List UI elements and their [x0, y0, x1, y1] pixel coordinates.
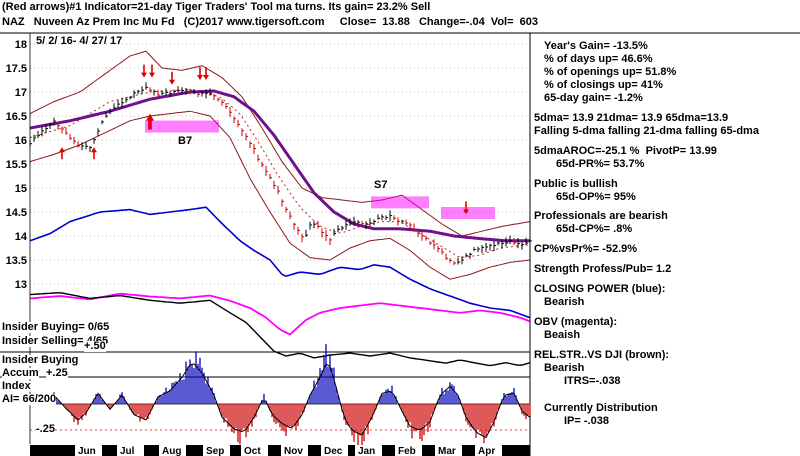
insider-buying-label: Insider Buying	[2, 354, 79, 366]
sell-arrow-icon	[463, 209, 469, 215]
svg-text:15: 15	[15, 183, 27, 195]
svg-text:Sep: Sep	[206, 446, 224, 456]
closing-power-state: Bearish	[544, 296, 585, 308]
svg-text:14: 14	[15, 231, 28, 243]
date-range-label: 5/ 2/ 16- 4/ 27/ 17	[36, 35, 123, 47]
svg-text:Jan: Jan	[358, 446, 375, 456]
svg-text:Jul: Jul	[120, 446, 135, 456]
svg-text:16.5: 16.5	[6, 111, 27, 123]
sell-arrow-icon	[169, 79, 175, 85]
index-label: Index	[2, 380, 31, 392]
svg-text:Nov: Nov	[284, 446, 303, 456]
gain-65day: 65-day gain= -1.2%	[544, 92, 643, 104]
obv-line	[29, 292, 531, 336]
dma-trends: Falling 5-dma falling 21-dma falling 65-…	[534, 125, 759, 137]
svg-text:Mar: Mar	[438, 446, 456, 456]
itrs-value: ITRS=-.038	[564, 375, 621, 387]
distribution-status: Currently Distribution	[544, 402, 658, 414]
svg-text:Apr: Apr	[478, 446, 495, 456]
buy-arrow-icon	[146, 113, 154, 121]
professional-sentiment: Professionals are bearish	[534, 210, 668, 222]
svg-text:Jun: Jun	[78, 446, 96, 456]
svg-text:18: 18	[15, 39, 27, 51]
pct-closings-up: % of closings up= 41%	[544, 79, 663, 91]
pr-65d: 65d-PR%= 53.7%	[556, 158, 645, 170]
svg-text:Aug: Aug	[162, 446, 181, 456]
sell-arrow-icon	[141, 72, 147, 78]
closing-power-line	[29, 206, 531, 319]
ma-65day-line	[29, 89, 530, 243]
svg-text:13: 13	[15, 279, 27, 291]
svg-text:17.5: 17.5	[6, 63, 27, 75]
mid-band-line	[29, 89, 531, 258]
sell-arrow-icon	[197, 75, 203, 80]
svg-text:17: 17	[15, 87, 27, 99]
svg-text:15.5: 15.5	[6, 159, 27, 171]
svg-text:B7: B7	[178, 135, 192, 147]
cp-vs-pr: CP%vsPr%= -52.9%	[534, 243, 638, 255]
closing-power-heading: CLOSING POWER (blue):	[534, 283, 666, 295]
accum-label: Accum	[2, 367, 39, 379]
upper-band-line	[29, 50, 531, 237]
accum-scale-plus25: +.25	[46, 367, 68, 379]
accum-index-signal-line	[49, 363, 531, 439]
strength-ratio: Strength Profess/Pub= 1.2	[534, 263, 672, 275]
svg-text:Dec: Dec	[324, 446, 343, 456]
insider-buying-ratio: Insider Buying= 0/65	[2, 321, 110, 333]
lower-band-line	[29, 110, 531, 280]
svg-text:S7: S7	[374, 179, 387, 191]
indicator-header: (Red arrows)#1 Indicator=21-day Tiger Tr…	[2, 1, 431, 13]
pct-openings-up: % of openings up= 51.8%	[544, 66, 677, 78]
relstr-heading: REL.STR..VS DJI (brown):	[534, 349, 670, 361]
accum-scale-minus25: -.25	[36, 423, 55, 435]
pct-days-up: % of days up= 46.6%	[544, 53, 653, 65]
op-65d: 65d-OP%= 95%	[556, 191, 636, 203]
buy-arrow-icon	[59, 147, 65, 153]
dma-values: 5dma= 13.9 21dma= 13.9 65dma=13.9	[534, 112, 729, 124]
relstr-state: Bearish	[544, 362, 585, 374]
rel-str-vs-dji-line	[29, 292, 531, 367]
svg-text:14.5: 14.5	[6, 207, 27, 219]
years-gain: Year's Gain= -13.5%	[544, 40, 648, 52]
aroc-pivot: 5dmaAROC=-25.1 % PivotP= 13.99	[534, 145, 717, 157]
cp-65d: 65d-CP%= .8%	[556, 223, 633, 235]
sell-arrow-icon	[203, 75, 209, 80]
accum-scale-plus50: +.50	[84, 340, 106, 352]
buy-arrow-icon	[91, 147, 97, 153]
svg-text:13.5: 13.5	[6, 255, 27, 267]
public-sentiment: Public is bullish	[534, 178, 618, 190]
obv-state: Beaish	[544, 329, 581, 341]
svg-text:Feb: Feb	[398, 446, 416, 456]
svg-text:16: 16	[15, 135, 27, 147]
sell-arrow-icon	[149, 72, 155, 78]
ip-value: IP= -.038	[564, 415, 609, 427]
month-axis-strip	[30, 445, 530, 456]
svg-text:Oct: Oct	[244, 446, 261, 456]
obv-heading: OBV (magenta):	[534, 316, 618, 328]
ticker-header: NAZ Nuveen Az Prem Inc Mu Fd (C)2017 www…	[2, 16, 538, 28]
ai-ratio: AI= 66/200	[2, 393, 57, 405]
